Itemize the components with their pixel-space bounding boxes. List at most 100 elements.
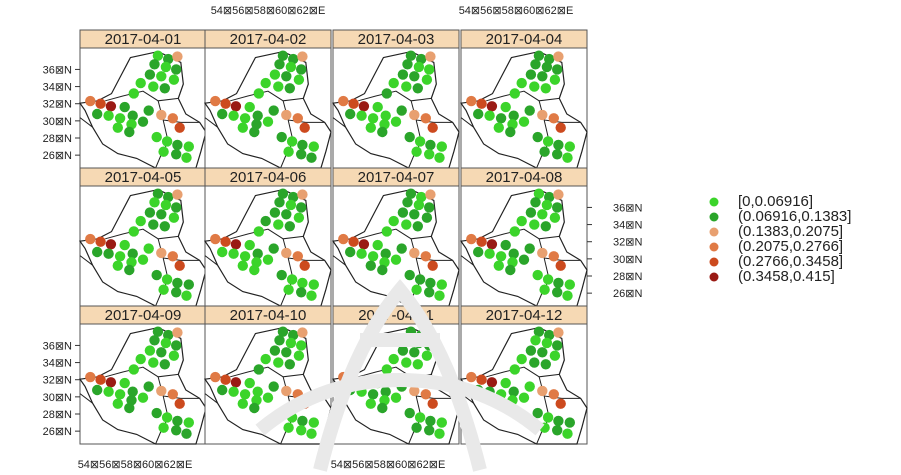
station-point — [253, 364, 264, 375]
station-point — [421, 212, 433, 223]
station-point — [530, 335, 541, 346]
station-point — [486, 239, 498, 250]
province-boundary — [460, 255, 474, 266]
station-point — [381, 88, 392, 99]
station-point — [168, 212, 180, 223]
panel-date-label: 2017-04-08 — [486, 169, 563, 186]
station-point — [540, 359, 551, 370]
station-point — [377, 402, 388, 414]
station-point — [171, 340, 182, 351]
station-point — [143, 105, 154, 116]
panel-date-label: 2017-04-06 — [230, 169, 307, 186]
station-point — [564, 141, 575, 152]
station-point — [529, 357, 540, 368]
station-point — [124, 264, 135, 276]
station-point — [424, 425, 435, 436]
station-point — [152, 188, 164, 199]
station-point — [299, 260, 310, 271]
station-point — [404, 407, 415, 419]
station-point — [85, 95, 96, 107]
station-point — [552, 149, 563, 160]
station-point — [174, 260, 185, 271]
station-point — [524, 381, 535, 392]
station-point — [372, 101, 383, 113]
station-point — [274, 59, 285, 70]
station-point — [424, 202, 435, 213]
station-point — [553, 139, 564, 151]
station-point — [532, 131, 543, 143]
station-point — [539, 146, 550, 157]
station-point — [262, 254, 274, 265]
station-point — [412, 83, 423, 94]
station-point — [237, 122, 248, 133]
province-boundary — [79, 255, 93, 266]
station-point — [434, 290, 445, 301]
station-point — [466, 95, 477, 107]
map-panel: 2017-04-03 — [331, 29, 460, 169]
station-point — [548, 389, 559, 400]
station-point — [249, 264, 260, 276]
station-point — [163, 191, 174, 203]
station-point — [172, 277, 183, 289]
station-point — [380, 110, 391, 121]
station-point — [308, 279, 319, 290]
station-point — [253, 226, 264, 237]
station-point — [537, 247, 548, 259]
station-point — [148, 357, 159, 368]
station-point — [135, 215, 146, 227]
province-boundary — [105, 228, 179, 240]
station-point — [552, 287, 563, 298]
station-point — [269, 207, 281, 218]
station-point — [380, 248, 391, 259]
station-point — [388, 215, 399, 227]
station-point — [308, 141, 319, 152]
station-point — [412, 359, 423, 370]
station-point — [537, 347, 548, 358]
station-point — [181, 152, 192, 163]
station-point — [516, 353, 527, 365]
station-point — [283, 284, 294, 295]
legend-label: (0.1383,0.2075] — [738, 223, 843, 240]
station-point — [249, 402, 260, 414]
panel-date-label: 2017-04-02 — [230, 31, 307, 48]
panel-date-label: 2017-04-04 — [486, 31, 563, 48]
station-point — [159, 83, 170, 94]
station-point — [244, 101, 255, 113]
station-point — [508, 110, 519, 121]
station-point — [161, 136, 173, 147]
map-panel: 2017-04-08 — [459, 167, 588, 307]
y-tick-label: 26⊠N — [43, 426, 72, 438]
province-boundary — [204, 117, 218, 128]
station-point — [420, 251, 431, 262]
station-point — [296, 64, 307, 75]
station-point — [505, 126, 516, 138]
station-point — [564, 417, 575, 428]
station-point — [299, 122, 310, 133]
station-point — [537, 385, 548, 397]
map-panel: 2017-04-09 — [78, 305, 207, 445]
station-point — [562, 428, 573, 439]
province-boundary — [230, 366, 304, 378]
station-point — [127, 110, 138, 121]
station-point — [171, 202, 182, 213]
station-point — [293, 350, 305, 361]
station-point — [127, 386, 138, 397]
station-point — [509, 364, 520, 375]
station-point — [174, 122, 185, 133]
station-point — [542, 136, 554, 147]
panel-date-label: 2017-04-10 — [230, 307, 307, 324]
station-point — [345, 108, 356, 120]
map-panel: 2017-04-07 — [331, 167, 460, 307]
station-point — [95, 374, 106, 385]
station-point — [249, 126, 260, 138]
legend-label: (0.06916,0.1383] — [738, 208, 851, 225]
station-point — [244, 239, 255, 251]
station-point — [377, 126, 388, 138]
station-point — [151, 269, 162, 281]
station-point — [414, 412, 426, 423]
station-point — [306, 152, 317, 163]
station-point — [288, 191, 299, 203]
station-point — [381, 226, 392, 237]
station-point — [95, 236, 106, 247]
station-point — [288, 329, 299, 341]
